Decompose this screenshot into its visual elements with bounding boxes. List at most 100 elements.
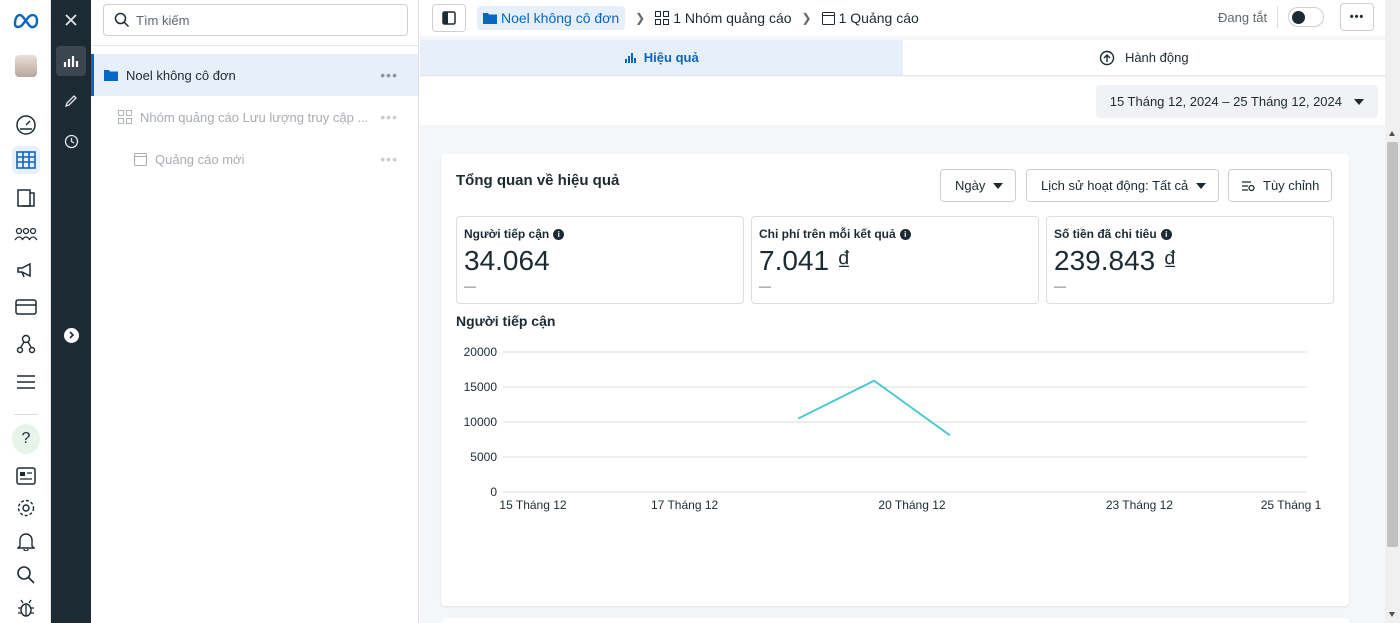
customize-label: Tùy chỉnh xyxy=(1263,178,1320,193)
view-tabs: Hiệu quả Hành động xyxy=(420,40,1385,76)
business-settings-icon[interactable] xyxy=(12,330,40,358)
metric-value: 239.843 xyxy=(1054,245,1156,276)
info-icon[interactable]: i xyxy=(553,228,565,240)
toggle-sidebar-button[interactable] xyxy=(432,4,466,32)
y-tick-label: 5000 xyxy=(470,450,497,464)
customize-sliders-icon xyxy=(1242,180,1255,191)
more-options-icon[interactable]: ••• xyxy=(380,151,398,167)
news-feed-icon[interactable] xyxy=(12,462,40,490)
breadcrumb-adsets[interactable]: 1 Nhóm quảng cáo xyxy=(655,10,792,26)
scroll-up-arrow-icon[interactable] xyxy=(1389,131,1395,136)
y-tick-label: 15000 xyxy=(464,380,498,394)
info-icon[interactable]: i xyxy=(899,228,911,240)
y-tick-label: 0 xyxy=(490,485,497,499)
customize-button[interactable]: Tùy chỉnh xyxy=(1228,169,1333,202)
more-options-icon[interactable]: ••• xyxy=(380,67,398,83)
x-tick-label: 25 Tháng 1 xyxy=(1261,498,1322,512)
bar-chart-icon xyxy=(624,52,636,63)
breadcrumb-ads-label: 1 Quảng cáo xyxy=(838,10,919,26)
y-tick-label: 20000 xyxy=(464,345,498,359)
date-range-label: 15 Tháng 12, 2024 – 25 Tháng 12, 2024 xyxy=(1109,94,1342,109)
help-icon[interactable]: ? xyxy=(12,424,40,454)
metric-card-amount-spent[interactable]: Số tiền đã chi tiêu i 239.843 ₫ — xyxy=(1046,216,1334,304)
metric-delta: — xyxy=(464,279,476,293)
more-actions-button[interactable]: ••• xyxy=(1340,3,1374,31)
billing-card-icon[interactable] xyxy=(12,293,40,321)
history-clock-icon[interactable] xyxy=(56,126,86,156)
search-icon[interactable] xyxy=(12,561,40,589)
ad-icon xyxy=(821,11,835,25)
dashboard-gauge-icon[interactable] xyxy=(12,111,40,139)
status-divider xyxy=(1277,6,1278,28)
tree-item-campaign[interactable]: Noel không cô đơn ••• xyxy=(91,54,418,96)
series-line-reach[interactable] xyxy=(797,379,951,437)
grid-icon xyxy=(118,110,132,124)
ad-icon xyxy=(134,152,147,166)
caret-down-icon xyxy=(993,182,1004,189)
metric-delta: — xyxy=(759,279,771,293)
tree-item-adset[interactable]: Nhóm quảng cáo Lưu lượng truy cập ... ••… xyxy=(91,96,418,138)
audiences-people-icon[interactable] xyxy=(12,220,40,248)
megaphone-icon[interactable] xyxy=(12,256,40,284)
overview-title: Tổng quan về hiệu quả xyxy=(456,172,620,189)
chart-title: Người tiếp cận xyxy=(456,313,556,329)
tree-item-label: Noel không cô đơn xyxy=(126,67,236,83)
main-content: Noel không cô đơn ❯ 1 Nhóm quảng cáo ❯ 1… xyxy=(420,0,1385,623)
catalog-book-icon[interactable] xyxy=(12,184,40,212)
chevron-right-icon: ❯ xyxy=(801,11,812,25)
campaign-toggle[interactable] xyxy=(1288,7,1324,27)
x-tick-label: 20 Tháng 12 xyxy=(878,498,945,512)
top-bar: Noel không cô đơn ❯ 1 Nhóm quảng cáo ❯ 1… xyxy=(420,0,1385,36)
close-icon[interactable] xyxy=(56,5,86,35)
page-scrollbar[interactable] xyxy=(1385,0,1400,623)
tree-item-ad[interactable]: Quảng cáo mới ••• xyxy=(91,138,418,180)
folder-icon xyxy=(104,70,118,81)
x-tick-label: 17 Tháng 12 xyxy=(651,498,718,512)
metric-title: Số tiền đã chi tiêu xyxy=(1054,227,1157,241)
bug-report-icon[interactable] xyxy=(12,594,40,622)
performance-chart-icon[interactable] xyxy=(56,46,86,76)
edit-pencil-icon[interactable] xyxy=(56,86,86,116)
ads-manager-table-icon[interactable] xyxy=(12,146,40,174)
metric-card-reach[interactable]: Người tiếp cận i 34.064 — xyxy=(456,216,744,304)
gear-icon[interactable] xyxy=(12,494,40,522)
arrow-up-circle-icon xyxy=(1099,50,1115,65)
grid-icon xyxy=(655,11,670,25)
more-options-icon[interactable]: ••• xyxy=(380,109,398,125)
performance-overview-card: Tổng quan về hiệu quả Ngày Lịch sử hoạt … xyxy=(441,154,1349,606)
breadcrumb-ads[interactable]: 1 Quảng cáo xyxy=(821,10,919,26)
tab-performance[interactable]: Hiệu quả xyxy=(420,40,903,75)
metric-delta: — xyxy=(1054,279,1066,293)
date-range-picker[interactable]: 15 Tháng 12, 2024 – 25 Tháng 12, 2024 xyxy=(1095,85,1378,118)
caret-down-icon xyxy=(1196,182,1207,189)
campaign-tree-panel: Tìm kiếm Noel không cô đơn ••• Nhóm quản… xyxy=(91,0,419,623)
meta-logo-icon[interactable] xyxy=(12,6,40,34)
tree-item-label: Nhóm quảng cáo Lưu lượng truy cập ... xyxy=(140,109,369,125)
currency-symbol: ₫ xyxy=(1163,245,1178,276)
search-input[interactable]: Tìm kiếm xyxy=(103,4,408,36)
chevron-right-icon: ❯ xyxy=(635,11,646,25)
y-tick-label: 10000 xyxy=(464,415,498,429)
avatar[interactable] xyxy=(12,52,40,80)
expand-panel-icon[interactable] xyxy=(56,320,86,350)
scroll-down-arrow-icon[interactable] xyxy=(1389,612,1395,617)
breadcrumb-adsets-label: 1 Nhóm quảng cáo xyxy=(673,10,792,26)
menu-hamburger-icon[interactable] xyxy=(12,368,40,396)
tab-actions[interactable]: Hành động xyxy=(903,40,1386,75)
tab-label: Hiệu quả xyxy=(643,50,699,65)
scrollbar-thumb[interactable] xyxy=(1387,142,1398,547)
x-tick-label: 23 Tháng 12 xyxy=(1106,498,1173,512)
search-icon xyxy=(114,12,130,28)
metric-card-cost-per-result[interactable]: Chi phí trên mỗi kết quả i 7.041 ₫ — xyxy=(751,216,1039,304)
status-label: Đang tắt xyxy=(1218,10,1268,25)
breadcrumb-campaign[interactable]: Noel không cô đơn xyxy=(477,6,626,30)
search-placeholder: Tìm kiếm xyxy=(136,12,190,28)
period-select[interactable]: Ngày xyxy=(940,169,1017,202)
bell-icon[interactable] xyxy=(12,527,40,555)
folder-icon xyxy=(483,13,497,24)
reach-line-chart: 20000 15000 10000 5000 015 Tháng 12 17 Tháng … xyxy=(464,345,1322,512)
info-icon[interactable]: i xyxy=(1160,228,1172,240)
metric-title: Chi phí trên mỗi kết quả xyxy=(759,227,896,241)
caret-down-icon xyxy=(1354,98,1364,105)
activity-history-select[interactable]: Lịch sử hoạt động: Tất cả xyxy=(1026,169,1220,202)
